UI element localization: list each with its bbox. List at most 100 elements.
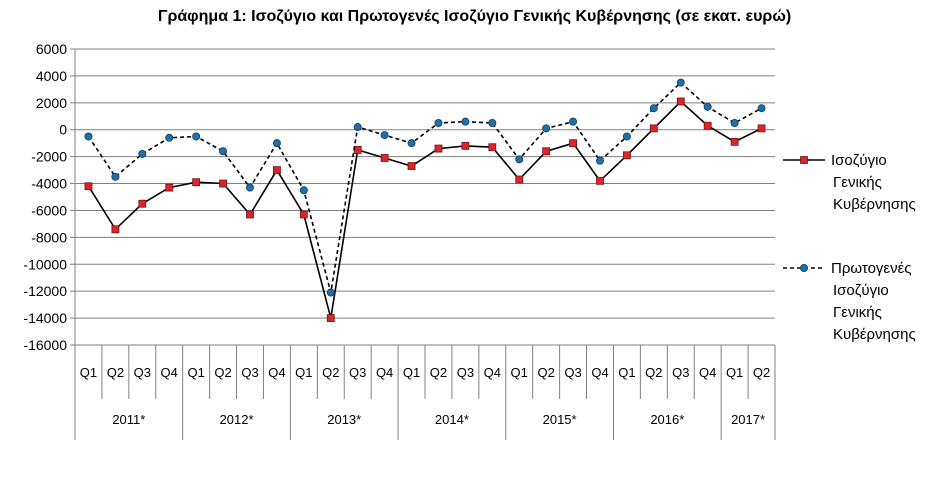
- data-point: [84, 132, 93, 141]
- data-point: [273, 166, 281, 174]
- data-point: [219, 179, 227, 188]
- quarter-label: Q2: [214, 365, 231, 380]
- data-point: [246, 210, 254, 219]
- data-point: [542, 147, 551, 156]
- quarter-label: Q3: [134, 365, 151, 380]
- y-tick-label: -12000: [23, 283, 67, 299]
- data-point: [380, 131, 389, 140]
- legend-label: Πρωτογενές: [831, 260, 912, 277]
- data-point: [434, 119, 443, 128]
- data-point: [380, 154, 389, 162]
- y-tick-label: -14000: [23, 310, 67, 326]
- quarter-label: Q4: [161, 365, 178, 380]
- chart-title: Γράφημα 1: Ισοζύγιο και Πρωτογενές Ισοζύ…: [157, 8, 792, 25]
- year-label: 2014*: [435, 412, 469, 427]
- data-point: [407, 162, 416, 170]
- data-point: [596, 156, 605, 165]
- data-point: [192, 178, 201, 187]
- quarter-label: Q3: [241, 365, 258, 380]
- year-label: 2016*: [650, 412, 684, 427]
- quarter-label: Q4: [376, 365, 393, 380]
- quarter-label: Q1: [403, 365, 420, 380]
- quarter-label: Q1: [618, 365, 635, 380]
- quarter-label: Q4: [591, 365, 608, 380]
- quarter-label: Q1: [187, 365, 204, 380]
- data-point: [434, 144, 443, 153]
- quarter-label: Q3: [349, 365, 366, 380]
- quarter-label: Q1: [511, 365, 528, 380]
- data-point: [515, 175, 524, 184]
- legend: Ισοζύγιο Γενικής Κυβέρνησης Πρωτογενές Ισοζύ…: [783, 152, 916, 343]
- data-point: [596, 176, 604, 185]
- axes: [70, 48, 76, 346]
- data-point: [622, 132, 631, 141]
- data-point: [569, 117, 578, 126]
- y-tick-label: -6000: [31, 202, 67, 218]
- data-point: [703, 102, 712, 111]
- data-point: [488, 143, 497, 152]
- data-point: [84, 182, 93, 191]
- quarter-label: Q3: [457, 365, 474, 380]
- quarter-label: Q4: [484, 365, 501, 380]
- y-tick-label: 6000: [36, 41, 67, 57]
- data-point: [757, 104, 766, 113]
- y-tick-label: -8000: [31, 229, 67, 245]
- quarter-label: Q1: [726, 365, 743, 380]
- data-point: [138, 199, 147, 208]
- data-point: [299, 186, 308, 195]
- year-label: 2013*: [327, 412, 361, 427]
- data-point: [299, 210, 308, 219]
- data-point: [165, 133, 174, 142]
- legend-label: Γενικής: [833, 304, 882, 321]
- data-point: [111, 225, 120, 234]
- data-point: [407, 139, 416, 148]
- legend-label: Κυβέρνησης: [833, 326, 916, 343]
- legend-marker: [800, 156, 808, 164]
- data-point: [488, 119, 497, 128]
- data-point: [703, 121, 712, 130]
- year-label: 2012*: [220, 412, 254, 427]
- legend-label: Ισοζύγιο: [831, 152, 887, 169]
- quarter-label: Q4: [268, 365, 285, 380]
- y-tick-label: -2000: [31, 149, 67, 165]
- quarter-label: Q3: [672, 365, 689, 380]
- quarter-label: Q2: [645, 365, 662, 380]
- y-tick-label: 0: [59, 122, 67, 138]
- data-point: [111, 172, 120, 181]
- data-point: [649, 124, 658, 133]
- data-point: [757, 124, 766, 133]
- series-line-1: [87, 100, 762, 319]
- y-tick-labels: 6000 4000 2000 0 -2000 -4000 -6000 -8000 -10000 -…: [23, 41, 67, 353]
- quarter-label: Q2: [537, 365, 554, 380]
- quarter-label: Q1: [80, 365, 97, 380]
- quarter-label: Q2: [430, 365, 447, 380]
- data-point: [569, 139, 577, 148]
- quarter-label: Q4: [699, 365, 716, 380]
- year-label: 2011*: [112, 412, 145, 427]
- data-point: [165, 183, 174, 192]
- year-label: 2017*: [731, 412, 765, 427]
- data-point: [272, 139, 281, 148]
- data-point: [219, 147, 228, 156]
- data-point: [138, 149, 147, 158]
- data-point: [326, 288, 335, 297]
- x-category-axis: Q1 Q2 Q3 Q4 Q1 Q2 Q3 Q4 Q1 Q2 Q3 Q4 Q1 Q2 Q3 Q4 Q1 Q2 Q3 Q4…: [74, 344, 776, 440]
- data-point: [676, 97, 685, 106]
- data-point: [461, 141, 470, 150]
- quarter-label: Q2: [107, 365, 124, 380]
- quarter-label: Q2: [753, 365, 770, 380]
- legend-label: Κυβέρνησης: [833, 196, 916, 213]
- y-tick-label: -16000: [23, 337, 67, 353]
- data-point: [353, 146, 362, 154]
- data-point: [515, 155, 524, 164]
- y-tick-label: 2000: [36, 95, 67, 111]
- data-point: [649, 104, 658, 113]
- data-point: [730, 119, 739, 128]
- series-line-2: [87, 81, 762, 293]
- quarter-label: Q2: [322, 365, 339, 380]
- data-point: [326, 314, 335, 322]
- data-point: [245, 183, 254, 192]
- gridlines: [75, 48, 775, 346]
- data-point: [730, 137, 739, 146]
